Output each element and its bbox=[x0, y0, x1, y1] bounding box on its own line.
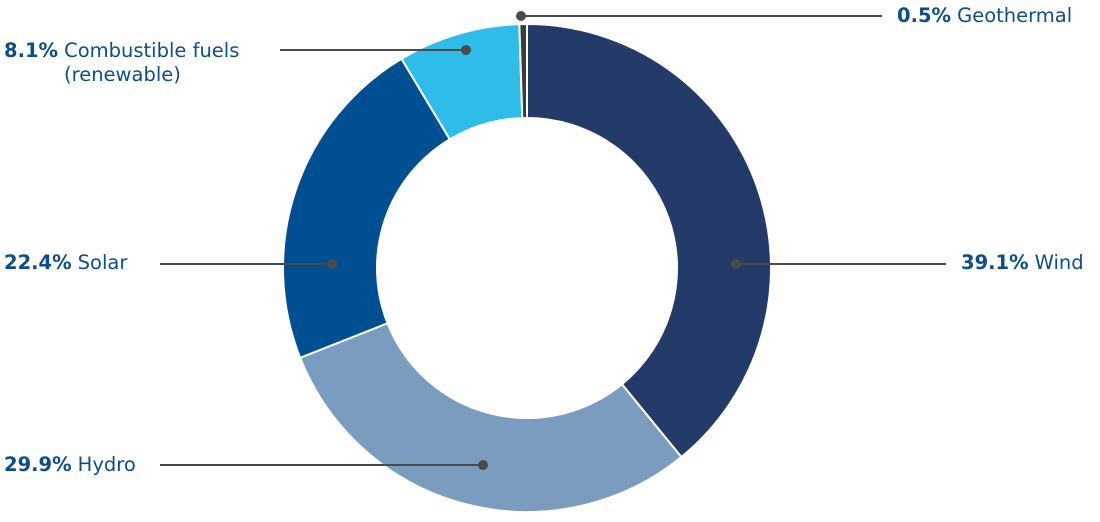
label-combustible-fuels-percent: 8.1% bbox=[4, 39, 59, 62]
label-geothermal-percent: 0.5% bbox=[897, 4, 952, 27]
label-combustible-fuels-name-line2: (renewable) bbox=[64, 63, 181, 86]
leader-dot-hydro bbox=[478, 460, 488, 470]
label-geothermal: 0.5% Geothermal bbox=[897, 4, 1072, 28]
label-geothermal-name: Geothermal bbox=[957, 4, 1073, 27]
slice-wind bbox=[526, 22, 772, 459]
slice-geothermal bbox=[518, 22, 528, 120]
leader-dot-wind bbox=[731, 259, 741, 269]
label-hydro-name: Hydro bbox=[77, 453, 136, 476]
label-solar-name: Solar bbox=[77, 251, 128, 274]
slice-solar bbox=[282, 57, 452, 360]
leader-dot-geothermal bbox=[516, 11, 526, 21]
leader-dot-solar bbox=[327, 259, 337, 269]
slice-hydro bbox=[298, 321, 683, 513]
leader-dot-combustible-fuels bbox=[461, 45, 471, 55]
label-combustible-fuels-name: Combustible fuels bbox=[64, 39, 240, 62]
label-hydro-percent: 29.9% bbox=[4, 453, 72, 476]
label-combustible-fuels: 8.1% Combustible fuels (renewable) bbox=[4, 39, 239, 87]
label-wind: 39.1% Wind bbox=[961, 251, 1084, 275]
label-wind-name: Wind bbox=[1034, 251, 1084, 274]
label-wind-percent: 39.1% bbox=[961, 251, 1029, 274]
label-hydro: 29.9% Hydro bbox=[4, 453, 136, 477]
label-solar-percent: 22.4% bbox=[4, 251, 72, 274]
label-solar: 22.4% Solar bbox=[4, 251, 127, 275]
